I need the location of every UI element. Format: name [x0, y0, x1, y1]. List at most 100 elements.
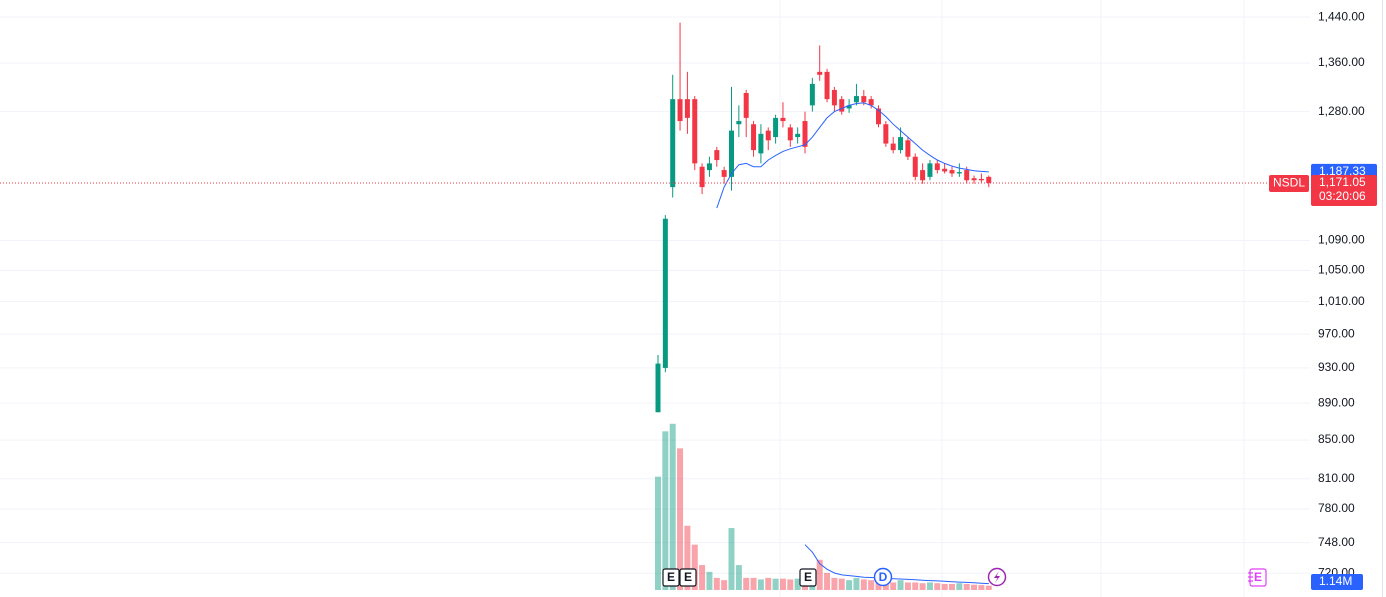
y-tick-label: 970.00 [1318, 326, 1355, 340]
volume-bar [750, 577, 757, 590]
candle-body [684, 99, 690, 118]
volume-bar [684, 525, 691, 590]
candle-body [743, 93, 749, 118]
event-label: E [1254, 570, 1262, 584]
candle-body [795, 133, 801, 138]
event-label: E [804, 570, 812, 584]
candle-body [677, 99, 683, 122]
volume-bar [838, 578, 845, 590]
candle-body [802, 121, 808, 147]
y-tick-label: 810.00 [1318, 471, 1355, 485]
candle-body [934, 163, 940, 171]
volume-bar [853, 577, 860, 590]
y-tick-label: 1,050.00 [1318, 263, 1365, 277]
volume-bar [765, 577, 772, 590]
volume-bar [728, 528, 735, 590]
y-tick-label: 890.00 [1318, 395, 1355, 409]
candle-body [949, 170, 955, 174]
volume-bar [926, 582, 933, 590]
y-tick-label: 1,010.00 [1318, 294, 1365, 308]
volume-bar [787, 579, 794, 590]
candle-body [971, 178, 977, 181]
candle-body [912, 156, 918, 177]
candle-body [729, 130, 734, 177]
candle-body [956, 172, 962, 174]
earnings-marker [662, 568, 680, 587]
event-label: E [684, 570, 692, 584]
candle-body [824, 71, 830, 100]
last-price-box [1311, 174, 1377, 206]
ma-price-label: 1,187.33 [1319, 164, 1366, 178]
candle-body [831, 89, 837, 106]
candle-body [699, 166, 705, 188]
volume-bar [824, 573, 831, 590]
symbol-tag [1269, 174, 1309, 192]
volume-bar [757, 579, 764, 590]
volume-bar [699, 565, 706, 590]
earnings-marker [679, 568, 697, 587]
candle-body [751, 124, 757, 151]
volume-bar [904, 582, 911, 590]
volume-bar [721, 580, 728, 590]
grid [0, 0, 1310, 597]
candle-body [861, 96, 867, 103]
y-tick-label: 1,440.00 [1318, 9, 1365, 23]
candle-body [736, 121, 742, 125]
candle-body [898, 137, 904, 151]
y-tick-label: 1,090.00 [1318, 233, 1365, 247]
candle-body [773, 117, 779, 138]
y-tick-label: 1,360.00 [1318, 55, 1365, 69]
candle-body [692, 99, 698, 164]
volume-box [1311, 574, 1363, 590]
dividend-marker [873, 567, 893, 587]
volume-bar [779, 578, 786, 590]
candle-body [927, 163, 933, 177]
candle-body [978, 178, 984, 181]
volume-bar [706, 571, 713, 590]
volume-bar [949, 583, 955, 590]
volume-bar [890, 582, 897, 590]
volume-bar [941, 583, 948, 590]
candle-body [780, 117, 786, 122]
y-tick-label: 748.00 [1318, 535, 1355, 549]
volume-bar [794, 578, 801, 590]
volume-bar [743, 577, 750, 590]
volume-bar [677, 448, 684, 590]
last-price-label: 1,171.05 [1319, 175, 1366, 189]
candle-body [964, 170, 970, 181]
y-tick-label: 930.00 [1318, 360, 1355, 374]
volume-bar [846, 580, 853, 590]
candle-body [986, 176, 992, 183]
candle-body [758, 133, 764, 154]
volume-bar [882, 581, 889, 590]
candle-body [876, 108, 881, 125]
candle-body [920, 170, 926, 181]
volume-bar [868, 580, 875, 590]
candle-body [883, 124, 889, 144]
volume-bar [772, 578, 779, 590]
volume-bar [963, 583, 970, 590]
candle-body [942, 168, 948, 172]
candle-body [868, 99, 874, 106]
lightning-icon [994, 571, 1000, 583]
volume-bar [919, 583, 926, 590]
volume-label: 1.14M [1319, 574, 1352, 588]
candle-body [839, 99, 845, 112]
volume-bar [875, 580, 882, 590]
y-tick-label: 780.00 [1318, 501, 1355, 515]
earnings-lines [1248, 572, 1253, 582]
volume-bar [912, 582, 919, 590]
volume-bar [956, 583, 963, 590]
volume-bar [985, 585, 992, 590]
candle-body [721, 170, 727, 177]
volume-bar [831, 577, 838, 590]
candle-body [655, 363, 661, 413]
event-label: D [879, 570, 888, 584]
volume-bar [816, 559, 823, 590]
volume-bar [971, 584, 978, 590]
candle-body [809, 83, 815, 106]
volume-bar [735, 565, 742, 590]
candle-body [853, 96, 859, 103]
candle-body [890, 143, 896, 151]
candle-body [714, 150, 720, 161]
